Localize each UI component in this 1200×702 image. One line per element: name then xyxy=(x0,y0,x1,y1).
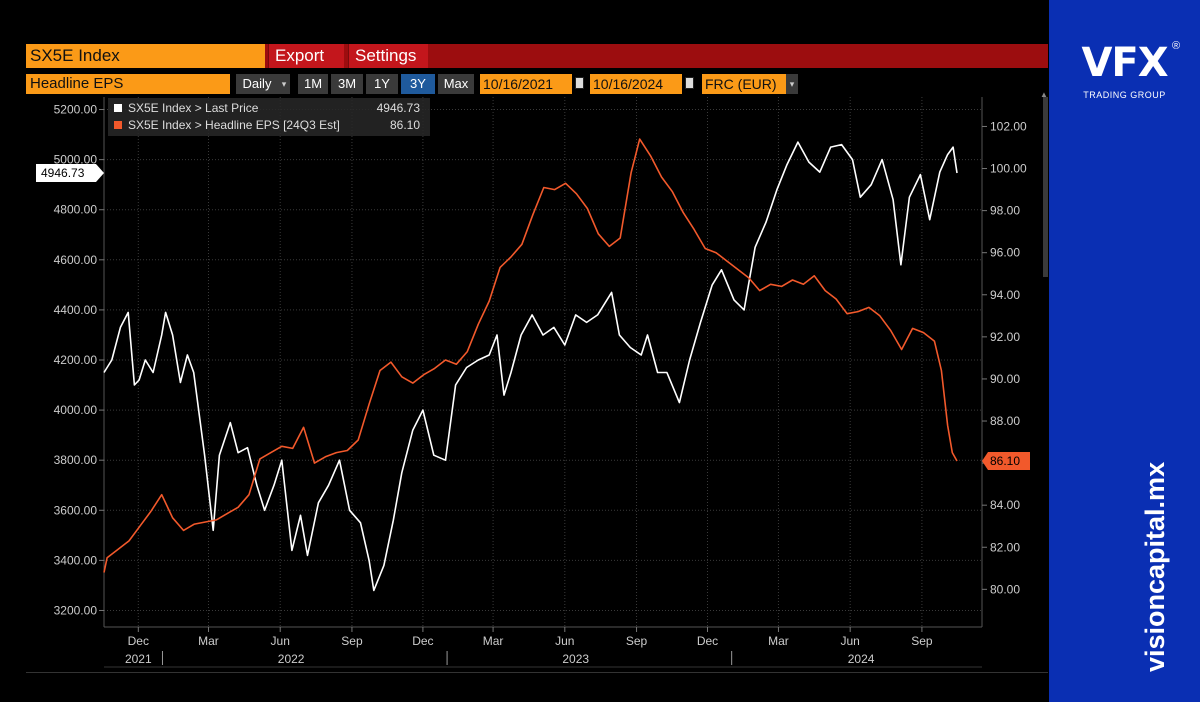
left-tick-label: 3600.00 xyxy=(54,503,98,517)
x-tick-label: Sep xyxy=(341,634,363,648)
calendar-icon[interactable] xyxy=(685,77,694,89)
x-tick-label: Mar xyxy=(768,634,789,648)
legend-item-headline-eps[interactable]: SX5E Index > Headline EPS [24Q3 Est] 86.… xyxy=(114,117,426,133)
x-tick-label: Sep xyxy=(911,634,933,648)
scrollbar[interactable] xyxy=(1043,97,1048,277)
left-tick-label: 3200.00 xyxy=(54,603,98,617)
right-tick-label: 92.00 xyxy=(990,330,1020,344)
start-date-field[interactable]: 10/16/2021 xyxy=(480,74,572,94)
right-tick-label: 100.00 xyxy=(990,162,1027,176)
series xyxy=(103,138,958,592)
right-tick-label: 98.00 xyxy=(990,204,1020,218)
right-tick-label: 88.00 xyxy=(990,414,1020,428)
x-tick-label: Jun xyxy=(555,634,574,648)
legend-label: SX5E Index > Last Price xyxy=(128,101,259,115)
legend-swatch xyxy=(114,121,122,129)
range-button-max[interactable]: Max xyxy=(438,74,474,94)
field-selector[interactable]: Headline EPS xyxy=(26,74,230,94)
divider xyxy=(26,672,1048,673)
right-tick-label: 84.00 xyxy=(990,498,1020,512)
right-tick-label: 90.00 xyxy=(990,372,1020,386)
right-tick-label: 96.00 xyxy=(990,246,1020,260)
range-button-3m[interactable]: 3M xyxy=(331,74,363,94)
x-tick-label: Dec xyxy=(412,634,433,648)
settings-button[interactable]: Settings xyxy=(348,44,428,68)
end-date-field[interactable]: 10/16/2024 xyxy=(590,74,682,94)
x-tick-label: Dec xyxy=(697,634,718,648)
legend-item-last-price[interactable]: SX5E Index > Last Price 4946.73 xyxy=(114,100,426,116)
registered-mark: ® xyxy=(1172,40,1181,52)
left-tick-label: 3800.00 xyxy=(54,453,98,467)
x-tick-label: Mar xyxy=(483,634,504,648)
last-price-line xyxy=(103,141,958,592)
year-label: 2021 xyxy=(125,652,152,666)
year-label: 2022 xyxy=(278,652,305,666)
eps-tag-label: 86.10 xyxy=(990,454,1020,468)
chevron-down-icon[interactable]: ▾ xyxy=(278,74,290,94)
left-tick-label: 3400.00 xyxy=(54,553,98,567)
brand-subtitle: TRADING GROUP xyxy=(1083,90,1166,100)
left-tick-label: 4600.00 xyxy=(54,253,98,267)
left-tick-label: 4800.00 xyxy=(54,203,98,217)
right-tick-label: 80.00 xyxy=(990,582,1020,596)
grid xyxy=(104,97,982,627)
eps-tag xyxy=(982,451,1030,470)
year-label: 2024 xyxy=(848,652,875,666)
frequency-dropdown[interactable]: Daily xyxy=(236,74,278,94)
right-tick-label: 102.00 xyxy=(990,119,1027,133)
range-button-1y[interactable]: 1Y xyxy=(366,74,398,94)
legend-swatch xyxy=(114,104,122,112)
right-tick-label: 82.00 xyxy=(990,540,1020,554)
currency-field[interactable]: FRC (EUR) xyxy=(702,74,786,94)
legend-label: SX5E Index > Headline EPS [24Q3 Est] xyxy=(128,118,340,132)
vfx-logo: VFX xyxy=(1081,40,1168,86)
range-button-1m[interactable]: 1M xyxy=(298,74,328,94)
left-tick-label: 5000.00 xyxy=(54,153,98,167)
left-tick-label: 4000.00 xyxy=(54,403,98,417)
last-value-labels: 4946.73 86.10 xyxy=(36,163,1030,470)
scroll-up-arrow-icon[interactable]: ▲ xyxy=(1040,90,1048,99)
left-tick-label: 4200.00 xyxy=(54,353,98,367)
brand-url: visioncapital.mx xyxy=(1140,461,1170,672)
price-eps-chart: Dec Mar Jun Sep Dec Mar Jun Sep Dec Mar Jun Sep 2021… xyxy=(36,97,1030,668)
legend-value: 4946.73 xyxy=(376,101,420,115)
calendar-icon[interactable] xyxy=(575,77,584,89)
axes: Dec Mar Jun Sep Dec Mar Jun Sep Dec Mar Jun Sep 2021… xyxy=(54,97,1027,668)
range-button-3y[interactable]: 3Y xyxy=(401,74,435,94)
left-tick-label: 5200.00 xyxy=(54,103,98,117)
x-tick-label: Mar xyxy=(198,634,219,648)
ticker-field[interactable]: SX5E Index xyxy=(26,44,265,68)
x-tick-label: Jun xyxy=(271,634,290,648)
legend: SX5E Index > Last Price 4946.73 SX5E Ind… xyxy=(108,98,430,136)
left-tick-label: 4400.00 xyxy=(54,303,98,317)
brand-panel: VFX ® TRADING GROUP xyxy=(1049,0,1200,702)
chevron-down-icon[interactable]: ▾ xyxy=(786,74,798,94)
year-label: 2023 xyxy=(562,652,589,666)
right-tick-label: 94.00 xyxy=(990,288,1020,302)
last-price-tag xyxy=(36,163,104,182)
last-price-tag-label: 4946.73 xyxy=(41,166,85,180)
export-button[interactable]: Export xyxy=(268,44,344,68)
x-tick-label: Jun xyxy=(841,634,860,648)
headline-eps-line xyxy=(103,138,958,573)
x-tick-label: Dec xyxy=(128,634,149,648)
legend-value: 86.10 xyxy=(389,118,420,132)
x-tick-label: Sep xyxy=(626,634,648,648)
